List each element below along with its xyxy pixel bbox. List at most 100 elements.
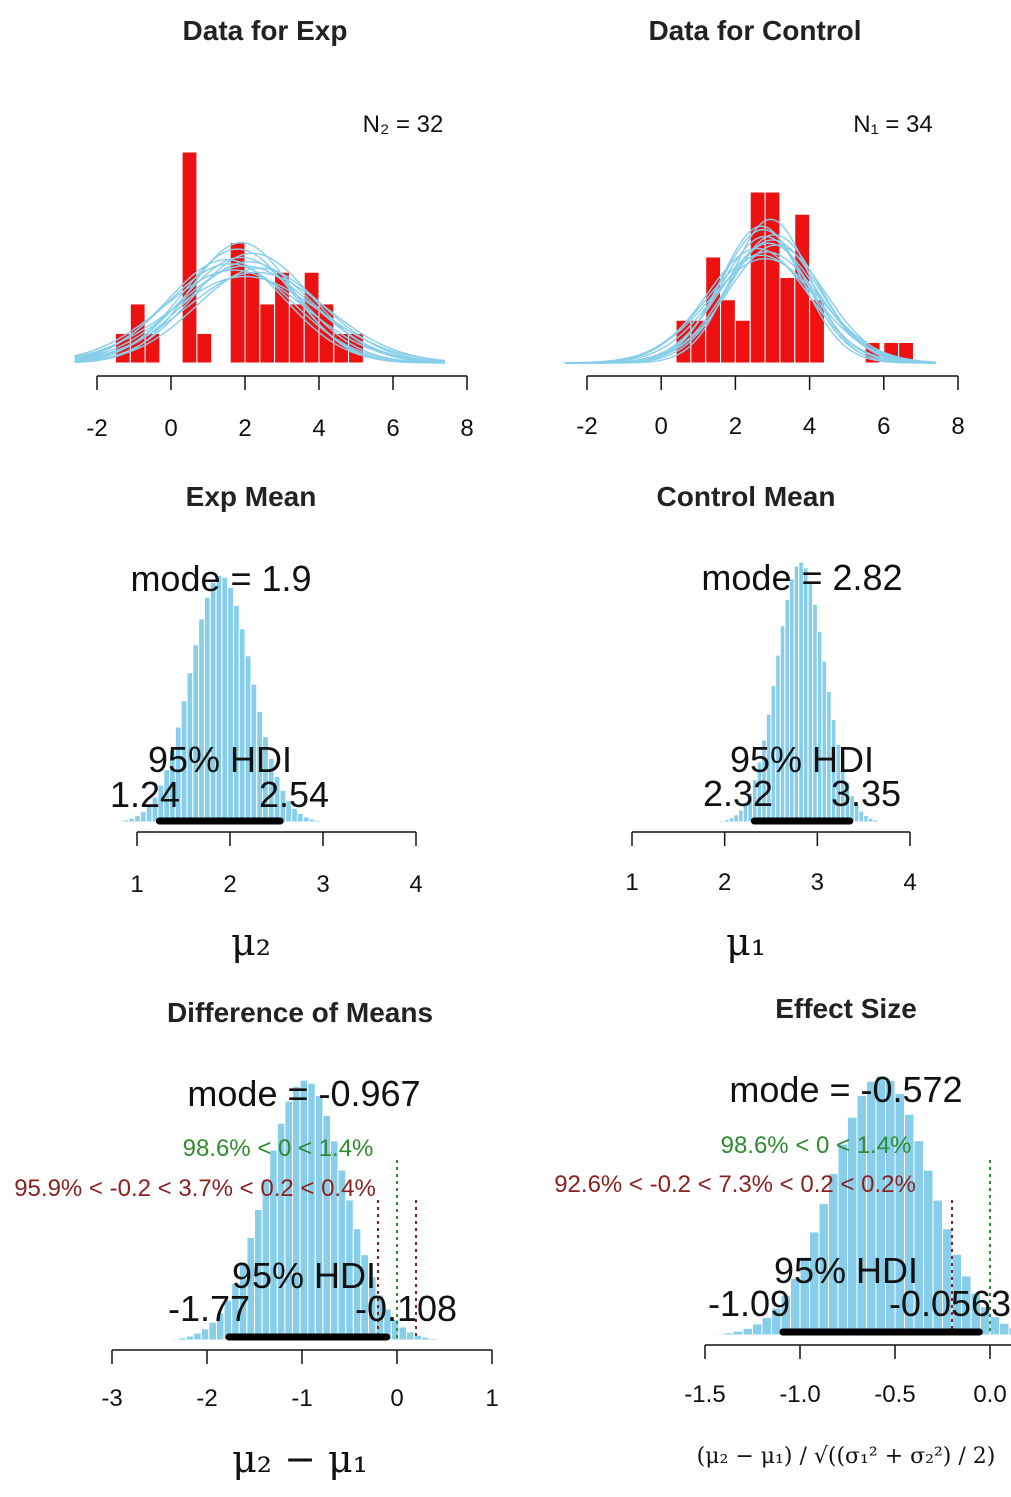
posterior-bar [863, 814, 869, 823]
posterior-bar [428, 1337, 438, 1341]
posterior-bar [314, 1094, 324, 1341]
hdi-high-label: -0.0563 [889, 1283, 1011, 1324]
posterior-bar [999, 1322, 1010, 1336]
posterior-bar [421, 1336, 430, 1341]
posterior-bar [877, 820, 883, 823]
posterior-bar [227, 586, 234, 823]
x-axis-label: (μ₂ − μ₁) / √((σ₁² + σ₂²) / 2) [697, 1444, 996, 1469]
posterior-bar [789, 578, 795, 823]
panel-title: Effect Size [775, 993, 917, 1024]
rope-and-comparison-lines [377, 1160, 417, 1340]
tick-label: 2 [223, 871, 236, 898]
posterior-bar [802, 567, 809, 823]
x-axis-label: μ₂ − μ₁ [232, 1437, 368, 1481]
x-axis-label: μ₂ [231, 920, 271, 964]
posterior-bar [122, 819, 130, 823]
posterior-bar [784, 598, 791, 823]
posterior-bar [307, 1082, 316, 1341]
posterior-bar [719, 820, 726, 823]
tick-label: 6 [877, 413, 890, 440]
posterior-bar [807, 581, 814, 823]
hdi-high-label: -0.108 [355, 1288, 457, 1329]
panel-title: Control Mean [657, 481, 836, 512]
posterior-bar [742, 1327, 753, 1336]
tick-label: 4 [312, 415, 325, 442]
hdi-low-label: -1.09 [708, 1283, 790, 1324]
posterior-bar [134, 815, 141, 823]
posterior-bar [866, 1080, 877, 1336]
panel-data-control: -2 0 2 4 6 8 Data for Control N₁ = 34 [564, 15, 965, 440]
hdi-low-label: -1.77 [168, 1288, 250, 1329]
posterior-bar [302, 816, 310, 823]
posterior-bar [704, 1333, 715, 1336]
tick-label: -3 [101, 1385, 122, 1412]
posterior-bar [733, 814, 740, 823]
histogram-bar [144, 332, 161, 364]
hdi-label: 95% HDI [730, 739, 874, 780]
tick-label: 0 [164, 415, 177, 442]
posterior-bar [314, 819, 322, 823]
hdi-low-label: 2.32 [703, 773, 773, 814]
posterior-predictive-curve [74, 267, 445, 363]
posterior-bar [816, 630, 823, 823]
posterior-bar [881, 820, 888, 823]
posterior-bar [793, 565, 800, 823]
tick-label: 1 [130, 871, 143, 898]
posterior-predictive-curve [74, 258, 445, 364]
posterior-bar [193, 1332, 202, 1341]
posterior-predictive-curve [564, 254, 936, 364]
hdi-label: 95% HDI [148, 739, 292, 780]
posterior-bar [238, 628, 246, 823]
posterior-bar [320, 820, 327, 823]
x-axis-label: μ₁ [726, 920, 766, 964]
histogram-bar [303, 271, 320, 364]
posterior-predictive-curve [74, 275, 445, 362]
histogram-bar [764, 191, 781, 364]
rope-and-comparison-lines [951, 1160, 991, 1335]
tick-label: -2 [86, 415, 107, 442]
panel-data-exp: -2 0 2 4 6 8 Data for Exp N₂ = 32 [74, 15, 474, 442]
posterior-bar [723, 1332, 734, 1336]
hdi-label: 95% HDI [232, 1255, 376, 1296]
posterior-bar [779, 625, 786, 823]
posterior-bar [724, 819, 730, 823]
posterior-predictive-curve [564, 247, 936, 364]
tick-label: 1 [485, 1385, 498, 1412]
mode-label: mode = 1.9 [130, 558, 311, 599]
posterior-bar [406, 1331, 415, 1341]
tick-label: 4 [803, 413, 816, 440]
rope-label: 92.6% < -0.2 < 7.3% < 0.2 < 0.2% [554, 1171, 916, 1198]
posterior-predictive-curve [564, 234, 936, 364]
hdi-label: 95% HDI [774, 1250, 918, 1291]
histogram-bar [259, 303, 276, 364]
tick-label: 1 [625, 869, 638, 896]
hdi-low-label: 1.24 [110, 774, 180, 815]
posterior-bar [170, 1338, 179, 1341]
posterior-bar [728, 817, 735, 823]
posterior-bar [221, 576, 229, 823]
histogram-bar [181, 151, 198, 364]
tick-label: 4 [409, 871, 422, 898]
histogram-bars [115, 151, 364, 364]
posterior-bar [110, 820, 118, 823]
posterior-bar [178, 1337, 187, 1341]
posterior-bar [875, 1075, 886, 1336]
panel-title: Exp Mean [186, 481, 317, 512]
posterior-predictive-curves [74, 241, 445, 364]
posterior-bars [685, 1075, 1011, 1336]
tick-label: 8 [460, 415, 473, 442]
histogram-bar [734, 319, 751, 364]
tick-label: 3 [316, 871, 329, 898]
histogram-bar [779, 277, 796, 364]
posterior-bar [872, 819, 879, 823]
hdi-high-label: 3.35 [831, 773, 901, 814]
posterior-bar [203, 596, 211, 823]
tick-label: 0 [655, 413, 668, 440]
posterior-bar [232, 604, 240, 823]
panel-title: Data for Exp [183, 15, 348, 46]
panel-difference-of-means: -3 -2 -1 0 1 Difference of Means mode = -0.96… [14, 997, 498, 1481]
posterior-bar [867, 817, 874, 823]
